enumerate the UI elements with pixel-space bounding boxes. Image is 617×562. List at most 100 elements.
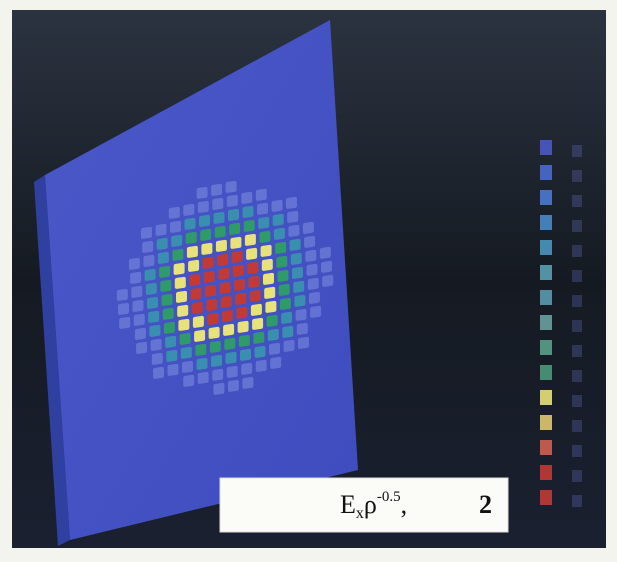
cell (279, 297, 291, 310)
cell (226, 194, 238, 207)
cell (197, 371, 209, 384)
slab-face (45, 20, 358, 540)
color-bar (540, 140, 582, 507)
cell (242, 376, 254, 389)
cell (244, 233, 256, 246)
cell (194, 329, 206, 342)
cell (237, 320, 249, 333)
cell (215, 239, 227, 252)
color-bar-cell (540, 465, 552, 480)
color-bar-cell (540, 315, 552, 330)
color-bar-cell (572, 320, 582, 332)
cell (119, 316, 131, 329)
cell (145, 282, 157, 295)
cell (310, 305, 322, 318)
cell (260, 244, 272, 257)
cell (170, 220, 181, 233)
cell (224, 337, 236, 350)
cell (183, 374, 195, 387)
cell (141, 226, 152, 239)
caption-box (219, 477, 509, 533)
cell (283, 339, 295, 352)
cell (176, 290, 187, 303)
cell (241, 191, 253, 204)
cell (203, 270, 215, 283)
cell (188, 259, 200, 272)
cell (182, 360, 193, 373)
cell (128, 257, 140, 270)
color-bar-cell (572, 270, 582, 282)
cell (143, 254, 155, 267)
color-bar-cell (540, 365, 552, 380)
cell (240, 348, 251, 361)
cell (199, 214, 210, 227)
cell (189, 273, 201, 286)
cell (118, 302, 129, 315)
color-bar-cell (540, 290, 552, 305)
cell (322, 274, 334, 287)
cell (270, 356, 282, 369)
cell (159, 265, 171, 278)
cell (259, 230, 271, 243)
cell (166, 349, 178, 362)
cell (289, 238, 301, 251)
cell (212, 368, 224, 381)
color-bar-cell (540, 265, 552, 280)
caption-variable: ρ (364, 490, 377, 519)
cell (308, 291, 320, 304)
cell (304, 235, 316, 248)
cell (254, 345, 266, 358)
cell (276, 255, 288, 268)
cell (185, 231, 197, 244)
cell (290, 252, 302, 265)
cell (307, 277, 319, 290)
cell (231, 250, 243, 263)
cell (213, 211, 225, 224)
color-bar-cell (540, 140, 552, 155)
cell (242, 205, 254, 218)
color-bar-cell (540, 240, 552, 255)
cell (161, 293, 173, 306)
cell (288, 224, 300, 237)
cell (294, 294, 306, 307)
cell (235, 292, 247, 305)
cell (271, 199, 283, 212)
caption-number: 2 (479, 490, 492, 519)
cell (163, 321, 175, 334)
cell (223, 323, 235, 336)
cell (214, 225, 226, 238)
cell (148, 310, 160, 323)
cell (253, 331, 265, 344)
cell (281, 311, 293, 324)
cell (212, 197, 224, 210)
color-bar-cell (540, 415, 552, 430)
cell (230, 236, 242, 249)
cell (180, 346, 192, 359)
cell (229, 222, 241, 235)
cell (248, 275, 260, 288)
color-bar-cell (540, 390, 552, 405)
color-bar-cell (572, 145, 582, 157)
cell (247, 261, 259, 274)
color-bar-cell (572, 345, 582, 357)
color-bar-cell (572, 395, 582, 407)
cell (261, 258, 273, 271)
cell (306, 263, 318, 276)
cell (147, 296, 158, 309)
color-bar-cell (572, 420, 582, 432)
cell (151, 352, 163, 365)
cell (133, 313, 145, 326)
cell (192, 315, 204, 328)
cell (149, 324, 161, 337)
cell (295, 308, 307, 321)
cell (234, 278, 245, 291)
cell (264, 286, 276, 299)
cell (273, 227, 285, 240)
cell (173, 262, 185, 275)
cell (265, 300, 277, 313)
cell (250, 303, 262, 316)
cell (292, 266, 303, 279)
cell (155, 223, 167, 236)
cell (183, 203, 195, 216)
